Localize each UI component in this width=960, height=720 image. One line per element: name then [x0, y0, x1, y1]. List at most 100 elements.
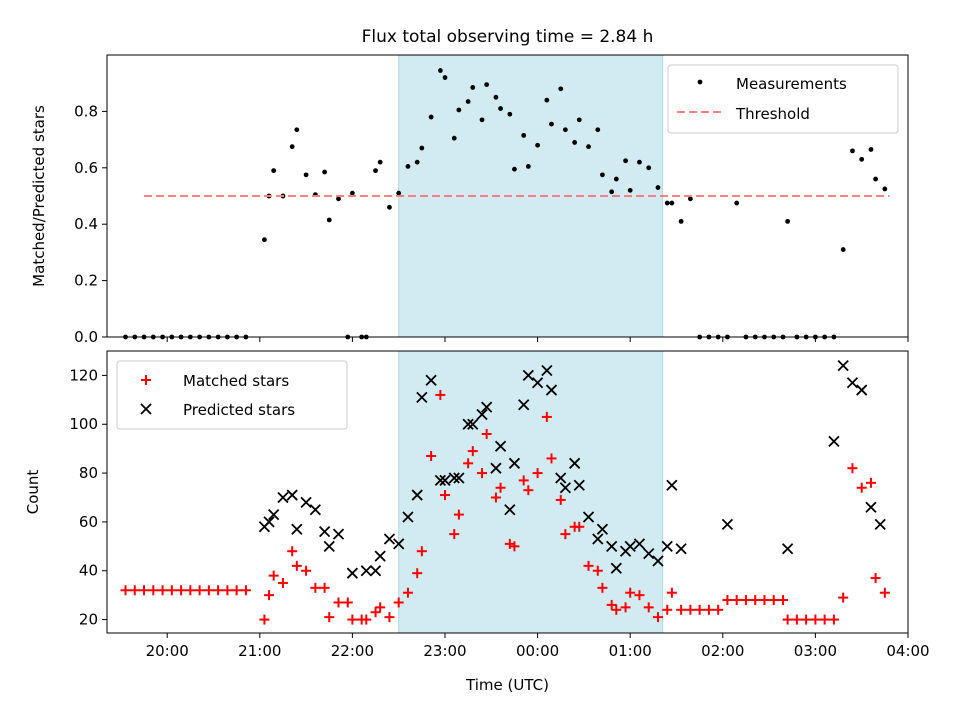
predicted-stars-point-b — [263, 516, 275, 528]
count-legend: Matched stars Predicted stars — [116, 360, 348, 430]
predicted-stars-point-b — [383, 533, 396, 545]
matched-stars-point — [879, 587, 890, 598]
matched-stars-point — [620, 602, 631, 613]
matched-stars-point — [541, 411, 552, 422]
predicted-stars-point-b — [518, 399, 530, 411]
measurement-point — [414, 159, 420, 165]
x-tick-label: 03:00 — [794, 642, 837, 660]
predicted-stars-point — [518, 399, 530, 411]
predicted-stars-point-b — [633, 538, 646, 550]
predicted-stars-point — [508, 457, 521, 469]
y-tick-label: 0.8 — [74, 102, 98, 120]
predicted-stars-point — [610, 562, 622, 574]
predicted-stars-point-b — [453, 472, 465, 484]
predicted-stars-point — [425, 374, 437, 386]
matched-stars-point — [801, 614, 812, 625]
matched-stars-point — [185, 585, 196, 596]
y-tick-label: 80 — [79, 464, 98, 482]
chart-title: Flux total observing time = 2.84 h — [362, 27, 654, 47]
x-tick-label: 20:00 — [146, 642, 189, 660]
predicted-stars-point-b — [856, 384, 868, 396]
predicted-stars-point-b — [439, 474, 451, 487]
measurement-point — [562, 127, 568, 133]
predicted-stars-point — [592, 533, 604, 545]
legend-threshold-label: Threshold — [735, 105, 810, 123]
predicted-stars-point-b — [721, 518, 734, 530]
measurement-point — [271, 168, 277, 174]
count-y-ticks: 20 40 60 80 100 120 — [69, 366, 107, 629]
matched-stars-point — [662, 604, 673, 615]
matched-stars-point — [731, 595, 742, 606]
y-tick-label: 0.4 — [74, 215, 98, 233]
matched-stars-point — [546, 453, 557, 464]
matched-stars-point — [523, 485, 534, 496]
predicted-stars-point — [596, 523, 609, 535]
measurement-point — [535, 142, 540, 148]
predicted-stars-point — [494, 440, 507, 452]
matched-stars-point — [490, 492, 501, 503]
measurement-point — [349, 190, 355, 196]
predicted-stars-point — [374, 550, 386, 562]
matched-stars-point — [467, 446, 478, 457]
predicted-stars-point — [323, 540, 335, 552]
legend-plus-glyph — [141, 375, 151, 385]
predicted-stars-point — [416, 391, 428, 404]
x-tick-label: 21:00 — [238, 642, 281, 660]
legend-predicted-label: Predicted stars — [183, 401, 295, 419]
matched-stars-point — [838, 592, 849, 603]
x-axis-label: Time (UTC) — [465, 676, 549, 694]
matched-stars-point — [791, 614, 802, 625]
predicted-stars-point — [531, 377, 544, 389]
matched-stars-point — [722, 595, 733, 606]
y-tick-label: 100 — [69, 415, 98, 433]
matched-stars-point — [259, 614, 270, 625]
measurement-point — [470, 85, 476, 90]
predicted-stars-point-b — [610, 562, 622, 574]
matched-stars-point — [222, 585, 233, 596]
measurement-point — [289, 144, 295, 150]
predicted-stars-point — [277, 491, 289, 504]
measurement-point — [785, 218, 791, 224]
matched-stars-point — [768, 595, 779, 606]
predicted-stars-point — [286, 489, 298, 501]
matched-stars-point — [231, 585, 242, 596]
matched-stars-point — [342, 597, 353, 608]
measurement-point — [437, 68, 443, 73]
matched-stars-point — [597, 582, 608, 593]
predicted-stars-point — [522, 369, 534, 382]
matched-stars-point — [611, 604, 622, 615]
measurement-point — [678, 218, 684, 224]
matched-stars-point — [870, 573, 881, 584]
predicted-stars-point — [263, 516, 275, 528]
predicted-stars-point-b — [393, 538, 405, 550]
predicted-stars-point — [448, 472, 460, 484]
predicted-stars-point — [661, 540, 673, 552]
legend-matched-marker — [141, 375, 151, 385]
x-tick-label: 01:00 — [609, 642, 652, 660]
matched-stars-point — [740, 595, 751, 606]
predicted-stars-point — [633, 538, 646, 550]
matched-stars-point — [750, 595, 761, 606]
matched-stars-point — [713, 604, 724, 615]
predicted-stars-point — [624, 540, 636, 552]
observing-window-span — [398, 350, 664, 634]
matched-stars-point — [370, 607, 381, 618]
matched-stars-point — [203, 585, 214, 596]
predicted-stars-point-b — [332, 528, 345, 540]
matched-stars-point — [676, 604, 687, 615]
matched-stars-point — [652, 612, 663, 623]
matched-stars-point — [592, 565, 603, 576]
matched-stars-point — [463, 458, 474, 469]
measurement-point — [456, 107, 462, 113]
y-tick-label: 0.2 — [74, 272, 98, 290]
matched-stars-point — [856, 482, 867, 493]
predicted-stars-point — [721, 518, 734, 530]
predicted-stars-point — [781, 543, 794, 555]
count-x-ticks: 20:00 21:00 22:00 23:00 00:00 01:00 02:00 03:00… — [146, 633, 930, 660]
measurement-point — [493, 94, 499, 100]
matched-stars-point — [643, 602, 654, 613]
predicted-stars-point-b — [675, 543, 687, 555]
predicted-stars-point-b — [360, 565, 372, 577]
measurement-point — [595, 127, 601, 133]
matched-stars-point — [828, 614, 839, 625]
